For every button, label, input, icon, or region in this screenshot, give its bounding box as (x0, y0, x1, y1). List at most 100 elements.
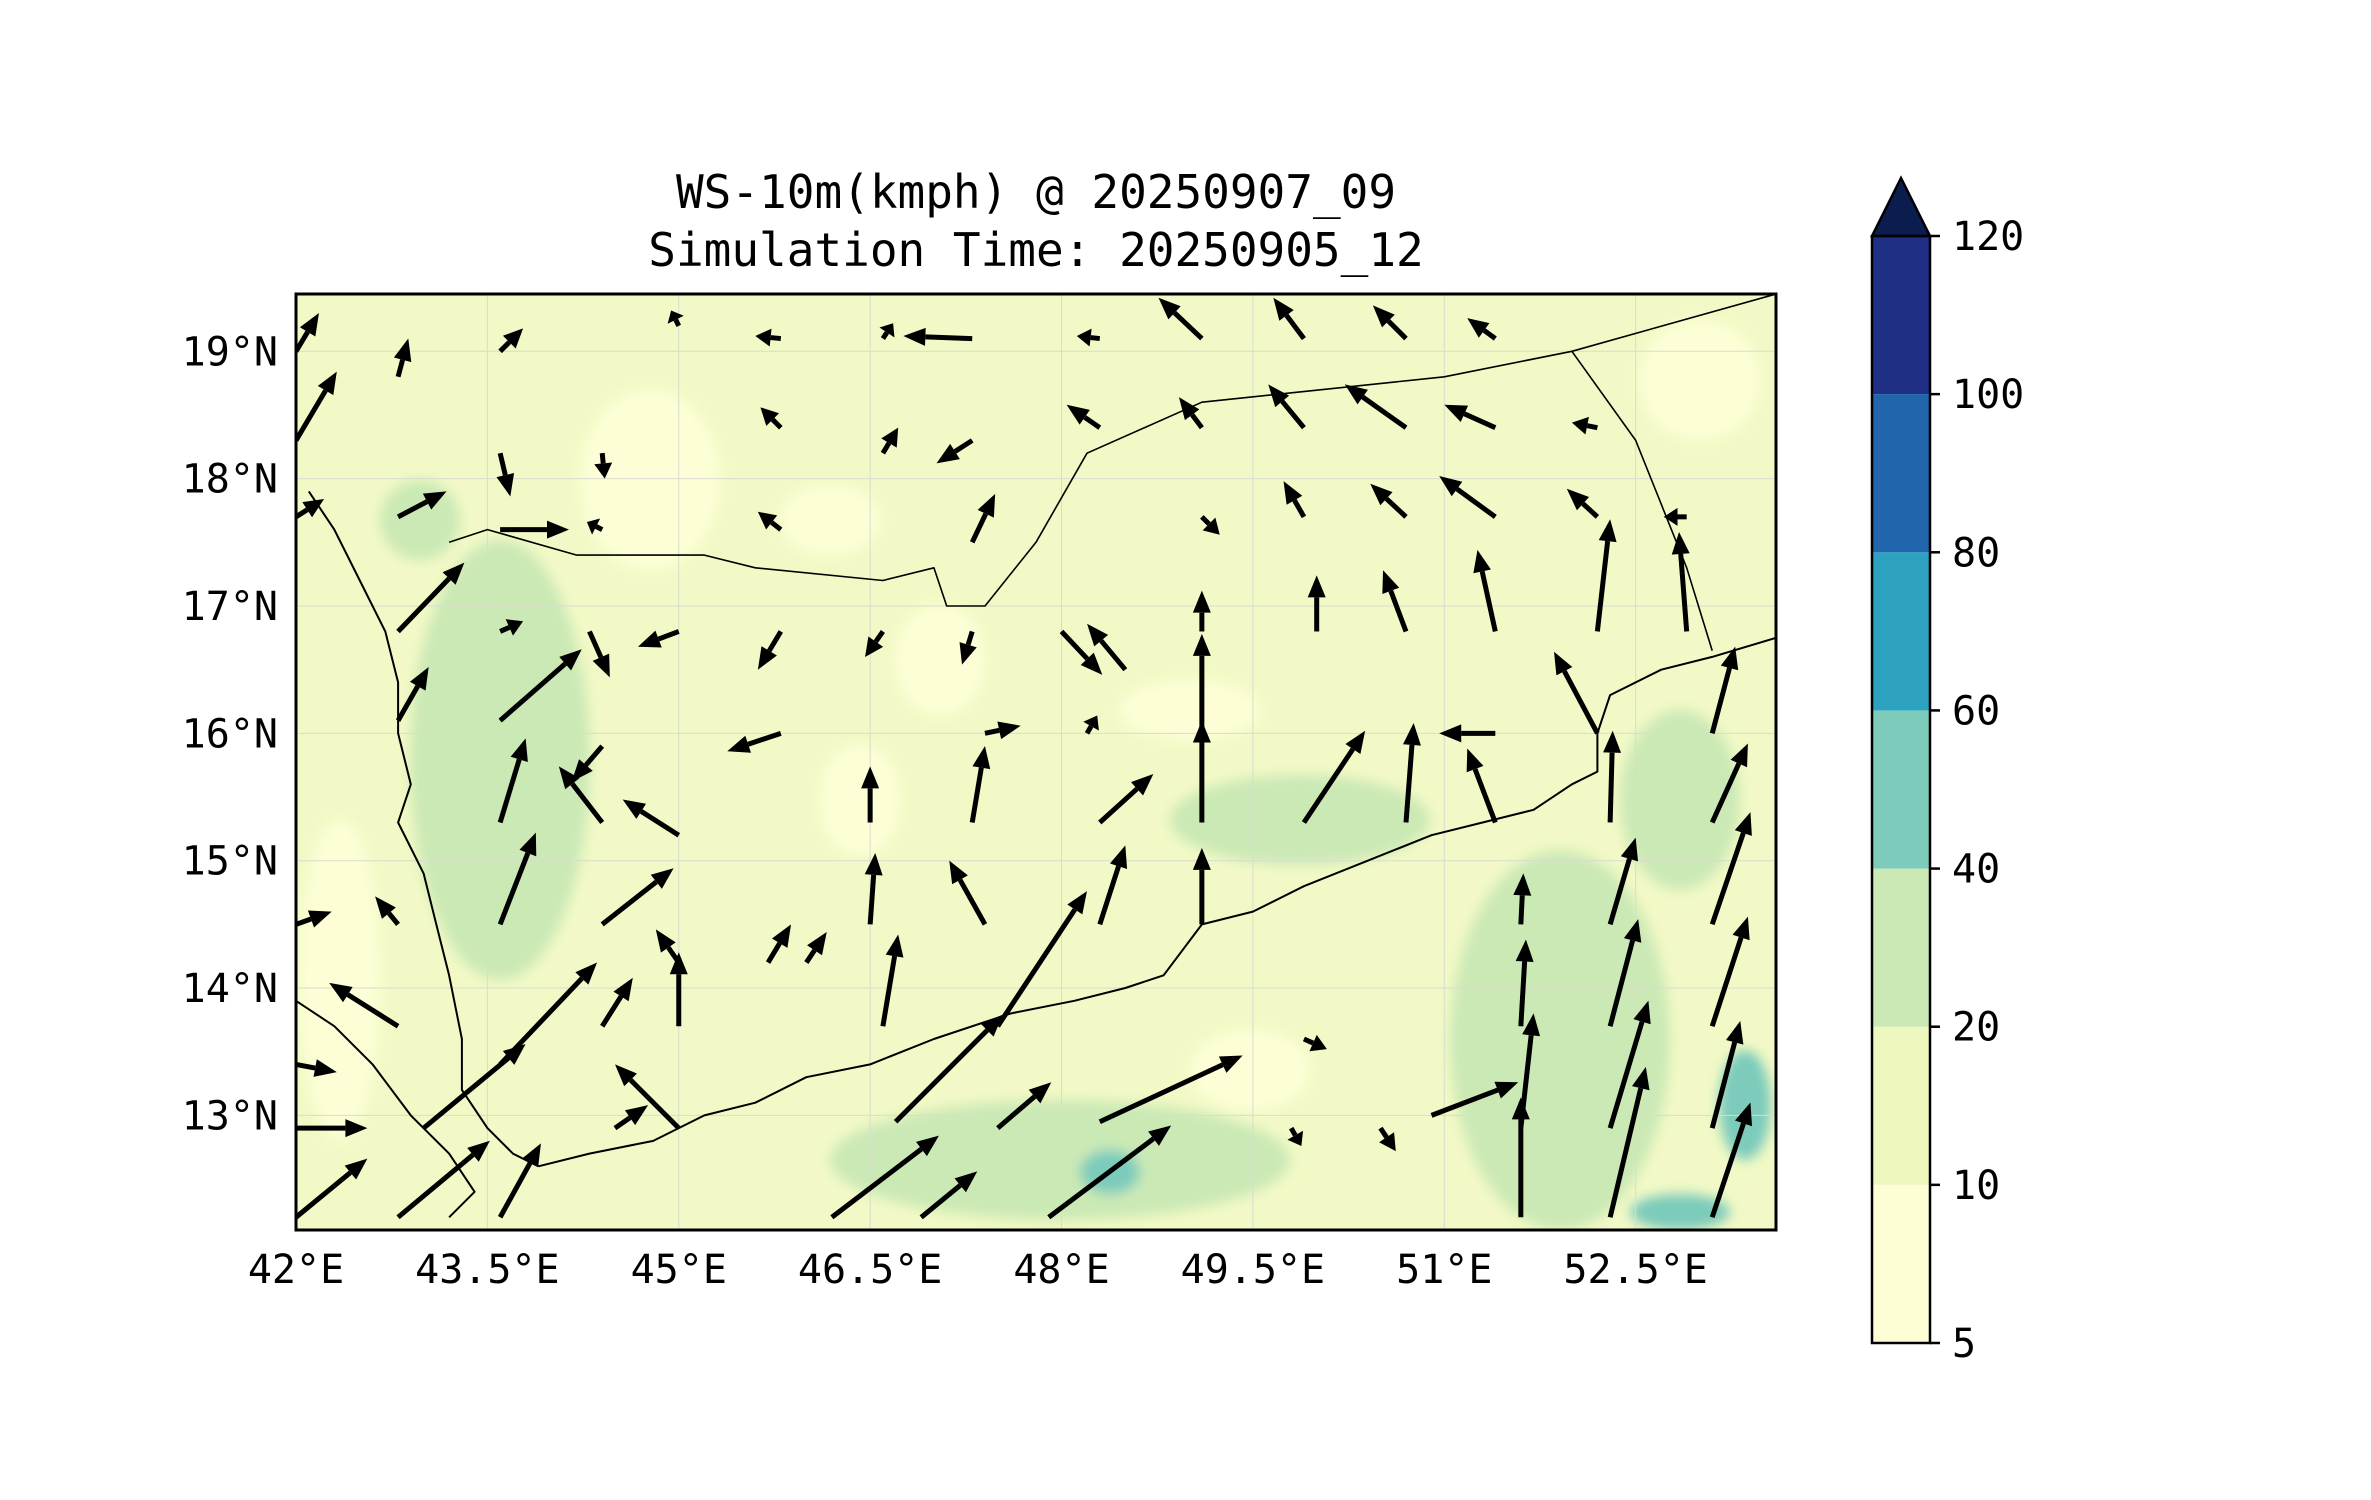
windy-region (380, 480, 460, 560)
wind-arrow (1083, 715, 1099, 735)
wind-arrow (600, 977, 633, 1028)
lon-tick-label: 45°E (631, 1247, 727, 1293)
wind-arrow (1709, 646, 1739, 734)
wind-arrow (497, 832, 537, 926)
wind-arrow (949, 860, 988, 926)
wind-arrow (765, 924, 792, 964)
wind-arrow (296, 910, 332, 928)
wind-arrow (1430, 1081, 1519, 1118)
wind-arrow (1594, 519, 1617, 632)
plot-title-line1: WS-10m(kmph) @ 20250907_09 (675, 165, 1397, 219)
wind-arrow (1059, 629, 1103, 675)
wind-arrow (637, 629, 680, 648)
wind-arrow (1158, 297, 1204, 341)
wind-arrow (600, 868, 674, 927)
wind-arrow (296, 371, 337, 442)
map-gridlines (296, 294, 1776, 1230)
wind-arrow (1709, 743, 1748, 824)
strong-wind-region (1630, 1194, 1730, 1230)
wind-arrow (1098, 1055, 1243, 1125)
colorbar-tick-label: 20 (1952, 1005, 2000, 1051)
wind-arrow (1370, 483, 1408, 519)
wind-arrow (1663, 507, 1687, 526)
wind-vectors (296, 297, 1753, 1220)
wind-arrow (1709, 916, 1750, 1028)
wind-arrow (1273, 297, 1306, 341)
wind-arrow (1382, 570, 1409, 633)
wind-arrow (571, 744, 605, 782)
wind-arrow (421, 1043, 526, 1131)
wind-arrow (757, 630, 783, 670)
wind-arrow (1098, 774, 1154, 825)
wind-arrow (969, 493, 996, 544)
wind-arrow (1709, 1021, 1744, 1129)
wind-arrow (558, 766, 605, 825)
wind-arrow (497, 738, 528, 824)
wind-arrow (804, 931, 827, 964)
wind-arrow (1709, 812, 1752, 926)
wind-arrow (587, 630, 610, 678)
wind-arrow (995, 891, 1087, 1028)
wind-arrow (1301, 730, 1366, 824)
windy-region (1170, 775, 1430, 865)
plot-title-line2: Simulation Time: 20250905_12 (648, 223, 1424, 277)
wind-arrow (903, 327, 973, 346)
wind-arrow (1307, 575, 1326, 632)
calm-region (895, 605, 985, 715)
wind-arrow (1178, 397, 1204, 430)
wind-arrow (1076, 328, 1101, 347)
wind-arrow (1087, 623, 1128, 672)
colorbar-tick-label: 5 (1952, 1321, 1976, 1367)
wind-arrow (613, 1105, 649, 1131)
wind-arrow (329, 982, 400, 1029)
wind-arrow (727, 730, 782, 753)
wind-arrow (1607, 919, 1642, 1027)
lat-tick-label: 15°N (182, 839, 278, 885)
wind-arrow (615, 1064, 681, 1130)
wind-arrow (1607, 1000, 1651, 1129)
wind-arrow (499, 619, 524, 636)
wind-arrow (497, 1143, 541, 1219)
wind-arrow (879, 323, 895, 340)
wind-arrow (1566, 488, 1600, 519)
wind-arrow (496, 452, 515, 497)
wind-arrow (1603, 730, 1622, 823)
wind-arrow (1287, 1126, 1304, 1146)
wind-arrow (1571, 416, 1598, 435)
wind-arrow (1439, 476, 1497, 519)
wind-arrow (669, 952, 688, 1027)
wind-arrow (396, 562, 465, 634)
wind-arrow (498, 649, 582, 723)
wind-arrow (498, 962, 598, 1067)
wind-arrow (969, 745, 991, 823)
wind-arrow (996, 1082, 1052, 1131)
wind-arrow (1192, 633, 1211, 734)
lon-tick-labels: 42°E 43.5°E 45°E 46.5°E 48°E 49.5°E 51°E 52.5°E (248, 1247, 1708, 1293)
wind-arrow (1607, 1066, 1650, 1218)
wind-arrow (622, 799, 681, 838)
wind-arrow (594, 452, 613, 479)
coastline-main-line (538, 636, 1776, 1168)
wind-arrow (830, 1135, 939, 1220)
colorbar-segment (1872, 552, 1930, 711)
colorbar-tick-label: 120 (1952, 214, 2024, 260)
wind-arrow (655, 929, 681, 964)
wind-arrow (865, 630, 885, 657)
wind-arrow (1709, 1102, 1753, 1219)
lon-tick-label: 46.5°E (798, 1247, 943, 1293)
calm-region (1190, 1030, 1310, 1110)
wind-arrow (296, 1158, 368, 1220)
windy-region (830, 1100, 1290, 1220)
lon-tick-label: 52.5°E (1563, 1247, 1708, 1293)
colorbar-frame (1870, 234, 1932, 1345)
wind-arrow (1047, 1125, 1172, 1220)
wind-arrow (296, 313, 319, 353)
wind-arrow (498, 328, 524, 354)
wind-arrow (1518, 1013, 1541, 1129)
colorbar-segment (1872, 1184, 1930, 1343)
colorbar-tick-label: 40 (1952, 847, 2000, 893)
wind-arrow (586, 518, 604, 535)
calm-region (580, 390, 720, 570)
